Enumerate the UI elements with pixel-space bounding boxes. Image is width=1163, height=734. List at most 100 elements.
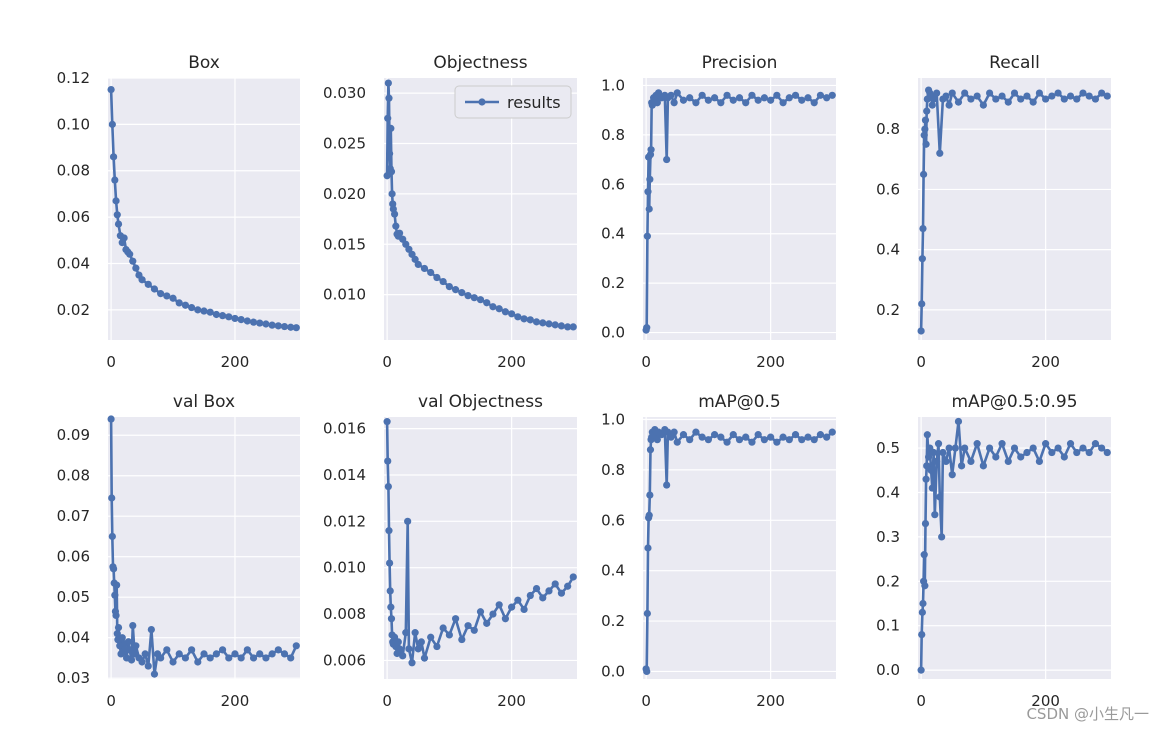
- data-point: [119, 648, 128, 656]
- y-tick-label: 0.06: [57, 208, 90, 226]
- data-point: [917, 666, 925, 674]
- data-point: [928, 484, 936, 492]
- chart-title: Box: [188, 53, 220, 73]
- data-point: [427, 633, 435, 641]
- data-point: [767, 433, 775, 441]
- data-point: [742, 99, 750, 107]
- data-point: [922, 140, 930, 148]
- data-point: [569, 573, 577, 581]
- data-point: [551, 580, 559, 588]
- y-tick-label: 0.06: [57, 548, 90, 566]
- data-point: [923, 107, 931, 115]
- data-point: [109, 565, 118, 573]
- data-point: [569, 323, 577, 331]
- data-point: [773, 438, 781, 446]
- data-point: [646, 446, 655, 454]
- data-point: [495, 305, 503, 313]
- data-point: [643, 609, 651, 618]
- data-point: [921, 125, 929, 133]
- data-point: [643, 324, 651, 332]
- plot-area: [108, 417, 300, 679]
- data-point: [249, 654, 258, 662]
- y-tick-label: 0.2: [601, 612, 625, 630]
- data-point: [386, 587, 394, 595]
- data-point: [112, 197, 120, 205]
- y-tick-label: 0.8: [876, 120, 900, 138]
- data-point: [918, 255, 926, 263]
- data-point: [476, 608, 485, 616]
- data-point: [109, 153, 118, 161]
- data-point: [451, 286, 460, 294]
- data-point: [1017, 453, 1025, 461]
- data-point: [181, 654, 190, 662]
- data-point: [823, 433, 831, 441]
- data-point: [181, 301, 190, 309]
- data-point: [169, 294, 177, 302]
- data-point: [754, 431, 762, 439]
- data-point: [1035, 457, 1044, 466]
- data-point: [957, 462, 966, 470]
- data-point: [539, 594, 547, 602]
- data-point: [927, 466, 935, 474]
- y-tick-label: 0.04: [57, 629, 90, 647]
- data-point: [200, 650, 208, 658]
- data-point: [921, 519, 930, 528]
- data-point: [458, 635, 466, 644]
- data-point: [514, 313, 522, 321]
- data-point: [1010, 444, 1019, 452]
- data-point: [1035, 89, 1044, 97]
- legend: results: [454, 85, 572, 119]
- y-tick-label: 0.07: [57, 507, 90, 525]
- data-point: [108, 120, 116, 128]
- data-point: [194, 658, 202, 666]
- data-point: [501, 615, 510, 623]
- data-point: [936, 149, 944, 157]
- data-point: [828, 428, 836, 436]
- data-point: [545, 320, 553, 328]
- data-point: [383, 418, 391, 426]
- data-point: [698, 91, 706, 99]
- y-tick-label: 0.4: [876, 483, 900, 501]
- data-point: [112, 611, 120, 620]
- data-point: [679, 431, 688, 439]
- data-point: [1103, 92, 1111, 100]
- data-point: [138, 276, 146, 284]
- data-point: [1060, 453, 1068, 461]
- data-point: [384, 79, 392, 87]
- data-point: [292, 324, 300, 332]
- data-point: [939, 448, 947, 457]
- data-point: [157, 290, 165, 298]
- data-point: [663, 481, 671, 489]
- chart-title: Precision: [702, 53, 778, 73]
- data-point: [998, 440, 1006, 448]
- data-point: [961, 444, 969, 452]
- data-point: [249, 318, 258, 326]
- data-point: [1103, 448, 1111, 457]
- data-point: [129, 257, 137, 265]
- data-point: [748, 91, 756, 99]
- plot-area: [643, 78, 836, 340]
- data-point: [384, 482, 392, 491]
- data-point: [1066, 440, 1075, 448]
- data-point: [644, 544, 652, 552]
- data-point: [922, 475, 930, 483]
- data-point: [760, 436, 769, 444]
- data-point: [723, 91, 731, 99]
- data-point: [1079, 89, 1087, 97]
- data-point: [388, 190, 396, 198]
- y-tick-label: 0.4: [601, 225, 625, 243]
- data-point: [274, 646, 282, 654]
- chart-title: mAP@0.5: [698, 392, 780, 412]
- data-point: [138, 658, 146, 666]
- chart-title: val Box: [173, 392, 235, 412]
- data-point: [520, 315, 528, 323]
- data-point: [670, 99, 678, 107]
- y-tick-label: 0.010: [323, 559, 366, 577]
- data-point: [206, 308, 214, 316]
- data-point: [1004, 457, 1012, 466]
- data-point: [107, 415, 115, 423]
- y-tick-label: 0.010: [323, 286, 366, 304]
- data-point: [387, 124, 395, 132]
- y-tick-label: 0.2: [601, 274, 625, 292]
- data-point: [483, 299, 491, 307]
